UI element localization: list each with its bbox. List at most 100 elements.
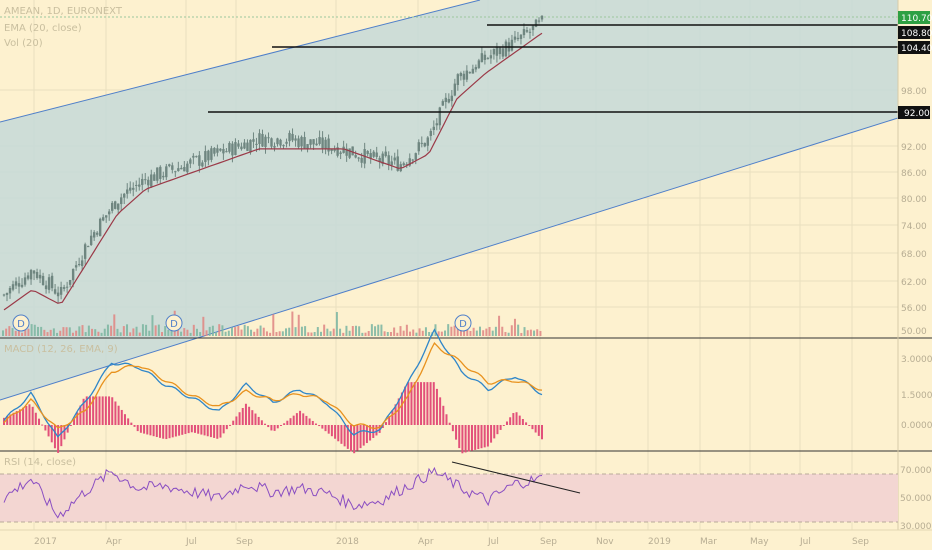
macd-histogram-bar	[34, 412, 37, 425]
macd-histogram-bar	[416, 382, 419, 425]
macd-histogram-bar	[216, 425, 219, 439]
volume-bar	[218, 324, 221, 336]
candle-body	[411, 159, 414, 161]
macd-histogram-bar	[455, 425, 458, 440]
candle-body	[318, 137, 321, 144]
volume-bar	[167, 329, 170, 336]
volume-bar	[250, 329, 253, 336]
rsi-axis[interactable]: 70.0000 50.0000 30.0000	[900, 466, 932, 532]
channel-lower-line[interactable]	[0, 117, 899, 401]
volume-legend[interactable]: Vol (20)	[4, 38, 43, 49]
volume-bar	[36, 326, 39, 336]
time-axis-label: Sep	[236, 537, 253, 547]
rsi-legend[interactable]: RSI (14, close)	[4, 457, 76, 468]
volume-bar	[265, 331, 268, 336]
candle-body	[324, 139, 327, 149]
macd-histogram-bar	[518, 415, 521, 425]
macd-legend[interactable]: MACD (12, 26, EMA, 9)	[4, 344, 118, 355]
macd-histogram-bar	[264, 423, 267, 425]
macd-histogram-bar	[474, 425, 477, 450]
candle-body	[459, 73, 463, 77]
price-label-92-00[interactable]: 92.00	[898, 106, 930, 119]
candle-body	[540, 15, 544, 20]
volume-bar	[189, 332, 192, 336]
volume-bar	[141, 324, 144, 336]
candle-body	[360, 157, 363, 163]
price-axis-tick: 62.00	[901, 278, 927, 288]
macd-axis[interactable]: 3.0000 1.5000 0.0000	[901, 355, 932, 431]
volume-bar	[176, 326, 179, 336]
volume-bar	[43, 329, 46, 336]
macd-histogram-bar	[391, 410, 394, 425]
time-axis-label: Jul	[487, 537, 499, 547]
channel-upper-line[interactable]	[0, 0, 481, 123]
volume-bar	[402, 330, 405, 336]
candle-body	[74, 265, 78, 268]
volume-bar	[354, 325, 357, 336]
ema-line[interactable]	[3, 32, 543, 311]
volume-bar	[106, 324, 109, 336]
candle-body	[80, 260, 84, 267]
volume-bar	[313, 332, 316, 336]
price-label-108-80[interactable]: 108.80	[898, 26, 932, 39]
macd-line[interactable]	[3, 328, 543, 438]
candle-body	[68, 279, 72, 285]
dividend-marker[interactable]: D	[12, 314, 30, 332]
macd-histogram-bar	[442, 405, 445, 425]
volume-bar	[494, 326, 497, 336]
macd-signal-line[interactable]	[3, 342, 543, 430]
candle-body	[366, 151, 369, 155]
candle-body	[114, 201, 117, 209]
macd-histogram-bar	[222, 425, 225, 434]
price-axis-tick: 56.00	[901, 304, 927, 314]
macd-histogram-bar	[114, 401, 117, 425]
candle-body	[141, 178, 144, 185]
macd-histogram-bar	[120, 409, 123, 425]
price-label-104-40[interactable]: 104.40	[898, 41, 932, 54]
macd-histogram-bar	[209, 425, 212, 438]
dividend-marker[interactable]: D	[454, 314, 472, 332]
volume-bar	[186, 329, 189, 336]
price-label-last[interactable]: 110.70	[898, 11, 932, 24]
volume-bar	[316, 327, 319, 336]
candle-body	[441, 101, 445, 106]
candle-body	[246, 142, 249, 151]
volume-bar	[533, 330, 536, 336]
time-axis[interactable]: 2017 Apr Jul Sep 2018 Apr Jul Sep Nov 20…	[34, 537, 869, 547]
volume-bar	[275, 332, 278, 336]
candle-body	[258, 133, 261, 145]
volume-bar	[157, 324, 160, 336]
volume-bar	[520, 332, 523, 336]
candle-body	[213, 147, 216, 154]
macd-histogram-bar	[69, 425, 72, 426]
rsi-divergence-trendline[interactable]	[451, 461, 581, 494]
candle-body	[477, 60, 481, 68]
ema-legend[interactable]: EMA (20, close)	[4, 23, 82, 34]
macd-histogram-bar	[3, 417, 5, 425]
macd-histogram-bar	[57, 425, 60, 453]
macd-histogram-bar	[509, 417, 512, 425]
candle-body	[77, 264, 81, 266]
volume-bar	[370, 324, 373, 336]
volume-bar	[259, 325, 262, 336]
price-axis[interactable]: 98.00 92.00 86.00 80.00 74.00 68.00 62.0…	[901, 87, 927, 337]
macd-histogram-bar	[149, 425, 152, 436]
candle-body	[273, 145, 276, 148]
candle-body	[294, 138, 297, 141]
dividend-marker[interactable]: D	[165, 314, 183, 332]
rsi-line[interactable]	[3, 466, 543, 519]
macd-histogram-bar	[88, 396, 91, 425]
volume-bar	[110, 325, 113, 336]
volume-bar	[297, 314, 300, 336]
macd-histogram-bar	[276, 425, 279, 429]
macd-histogram-bar	[270, 425, 273, 431]
volume-bar	[145, 324, 148, 336]
volume-bar	[103, 328, 106, 336]
svg-text:D: D	[170, 319, 178, 330]
macd-histogram-bar	[385, 422, 388, 425]
macd-histogram-bar	[318, 425, 321, 427]
macd-axis-tick: 0.0000	[901, 421, 932, 431]
macd-histogram-bar	[483, 425, 486, 448]
symbol-legend[interactable]: AMEAN, 1D, EURONEXT	[4, 6, 123, 17]
